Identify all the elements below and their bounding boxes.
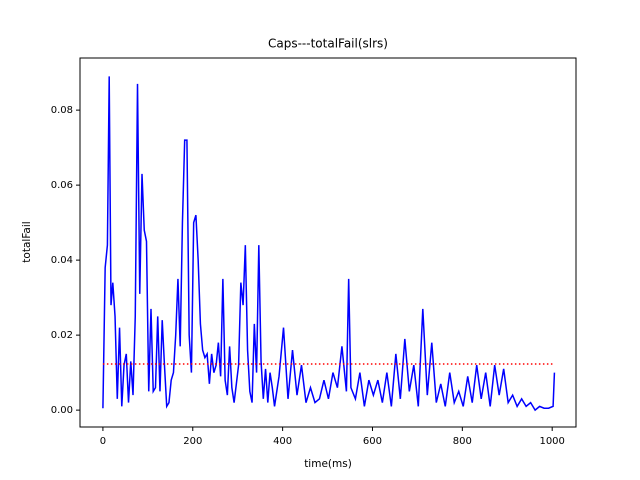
- y-axis-label: totalFail: [21, 221, 33, 262]
- x-tick-label: 800: [453, 436, 472, 447]
- y-tick-label: 0.04: [51, 255, 73, 266]
- chart-title: Caps---totalFail(slrs): [268, 37, 388, 51]
- y-tick-label: 0.06: [51, 180, 73, 191]
- y-tick-label: 0.08: [51, 105, 73, 116]
- x-axis-label: time(ms): [304, 458, 352, 470]
- y-tick-label: 0.02: [51, 330, 73, 341]
- plot-frame: [79, 57, 577, 428]
- x-tick-label: 600: [363, 436, 382, 447]
- x-tick-label: 0: [100, 436, 106, 447]
- x-tick-label: 1000: [539, 436, 564, 447]
- x-tick-label: 200: [183, 436, 202, 447]
- y-tick-label: 0.00: [51, 405, 73, 416]
- data-line: [102, 76, 556, 412]
- x-tick-label: 400: [273, 436, 292, 447]
